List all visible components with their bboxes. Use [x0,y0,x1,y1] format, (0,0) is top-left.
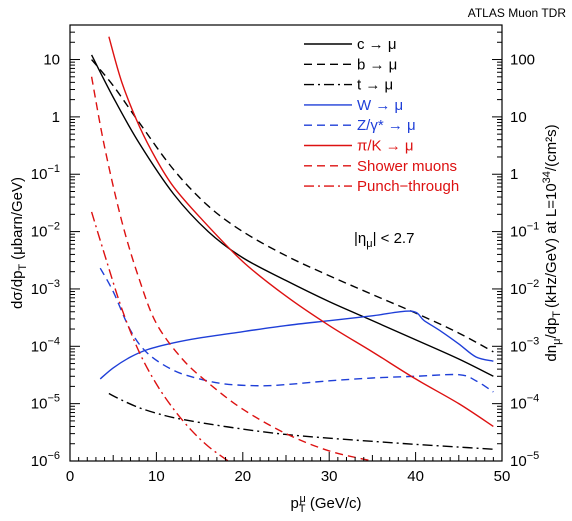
y-axis-left-title: dσ/dpT(μbarn/GeV) [9,177,29,309]
plot-frame [69,24,503,462]
y-axis-right: 100 10 1 10−1 10−2 10−3 10−4 10−5 [492,24,539,470]
y-right-tick-label: 10−4 [510,393,539,413]
y-axis-right-title: dnμ/dpT(kHz/GeV) at L=1034/(cm²s) [541,124,563,361]
legend-label-1: b → μ [357,56,397,73]
y-left-tick-label: 10−6 [31,450,60,470]
y-right-tick-label: 1 [510,166,518,183]
series-line-5 [108,36,494,428]
series-line-3 [99,310,494,380]
y-left-tick-label: 1 [52,109,60,126]
series-line-7 [90,211,229,461]
y-right-tick-label: 10−5 [510,450,539,470]
y-right-tick-label: 100 [510,52,535,69]
y-left-tick-label: 10−5 [31,393,60,413]
chart-header: ATLAS Muon TDR [468,6,567,20]
x-tick-label: 10 [148,468,165,485]
y-right-tick-label: 10 [510,109,527,126]
series-line-4 [99,267,494,393]
eta-annotation: |ημ| < 2.7 [354,230,414,250]
y-left-tick-label: 10 [43,52,60,69]
x-tick-label: 40 [407,468,424,485]
legend-label-7: Punch−through [357,178,459,195]
y-right-tick-label: 10−2 [510,278,539,298]
legend: c → μ b → μ t → μ W → μ Z/γ* → μ π/K → μ Showe… [304,36,459,195]
y-right-tick-label: 10−1 [510,221,539,241]
legend-label-3: W → μ [357,97,403,114]
plot-series [90,36,494,461]
y-left-tick-label: 10−1 [31,163,60,183]
legend-label-5: π/K → μ [357,138,414,155]
x-tick-label: 50 [494,468,511,485]
legend-label-6: Shower muons [357,158,457,175]
y-axis-left: 10 1 10−1 10−2 10−3 10−4 10−5 10−6 [31,24,80,470]
series-line-6 [90,76,373,461]
x-tick-label: 20 [234,468,251,485]
legend-label-2: t → μ [357,77,393,94]
series-line-0 [90,54,494,377]
legend-label-4: Z/γ* → μ [357,117,416,134]
x-axis-title: pTμ (GeV/c) [290,493,361,515]
y-left-tick-label: 10−4 [31,335,60,355]
x-tick-label: 0 [66,468,74,485]
x-tick-label: 30 [321,468,338,485]
series-line-1 [91,59,494,353]
legend-label-0: c → μ [357,36,396,53]
y-left-tick-label: 10−2 [31,221,60,241]
x-axis: 0 10 20 30 40 50 [66,452,511,485]
y-right-tick-label: 10−3 [510,335,539,355]
y-left-tick-label: 10−3 [31,278,60,298]
